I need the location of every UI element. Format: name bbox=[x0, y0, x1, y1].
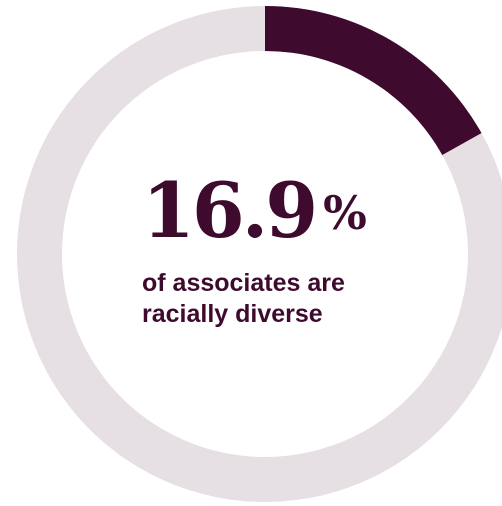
caption-line-2: racially diverse bbox=[142, 300, 323, 328]
big-value: 16.9 % bbox=[142, 168, 442, 254]
donut-slice-highlight bbox=[265, 6, 482, 156]
caption-line-1: of associates are bbox=[142, 269, 345, 297]
donut-ring bbox=[17, 6, 502, 502]
caption: of associates are racially diverse bbox=[142, 268, 442, 330]
center-label: 16.9 % of associates are racially divers… bbox=[142, 168, 442, 330]
center-unit: % bbox=[323, 186, 367, 240]
center-value: 16.9 bbox=[142, 166, 318, 255]
